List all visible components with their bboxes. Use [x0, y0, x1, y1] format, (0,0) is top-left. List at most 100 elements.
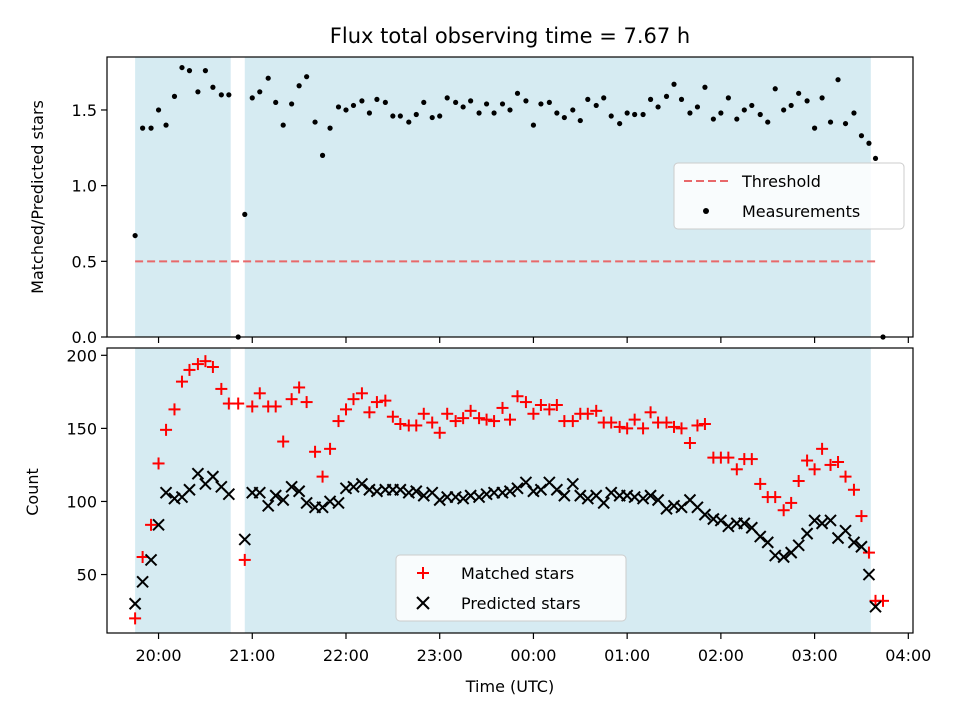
matched-star-point — [644, 406, 657, 419]
matched-star-point — [754, 477, 767, 490]
matched-star-point — [504, 413, 516, 426]
legend-matched-swatch — [417, 567, 429, 579]
matched-star-point — [277, 435, 290, 448]
predicted-star-point — [511, 482, 524, 495]
predicted-star-point — [738, 517, 751, 530]
matched-star-point — [777, 504, 790, 517]
matched-star-point — [300, 396, 313, 409]
matched-star-point — [637, 422, 650, 435]
measurement-point — [359, 98, 365, 104]
measurement-point — [468, 98, 474, 104]
matched-star-point — [347, 393, 360, 406]
predicted-star-point — [136, 575, 149, 589]
measurement-point — [350, 102, 357, 109]
matched-star-point — [550, 399, 563, 411]
count-legend-box — [395, 554, 627, 622]
measurement-point — [655, 104, 661, 110]
matched-star-point — [183, 363, 196, 376]
matched-star-point — [824, 458, 837, 471]
measurement-point — [335, 104, 342, 110]
matched-star-point — [316, 470, 329, 483]
measurement-point — [796, 90, 802, 96]
predicted-star-point — [792, 539, 805, 552]
measurement-point — [429, 114, 435, 121]
matched-star-point — [417, 407, 430, 420]
predicted-star-point — [128, 597, 142, 610]
measurement-point — [186, 68, 193, 74]
measurement-point — [858, 133, 865, 139]
measurement-point — [624, 110, 630, 116]
predicted-star-point — [558, 489, 571, 502]
measurement-point — [444, 95, 450, 101]
measurement-point — [460, 104, 466, 110]
matched-star-point — [253, 387, 266, 400]
predicted-star-point — [644, 489, 657, 502]
predicted-star-point — [581, 492, 594, 505]
x-tick-label: 00:00 — [510, 646, 556, 665]
legend-measurement-swatch — [703, 208, 709, 214]
measurement-point — [163, 122, 169, 128]
measurement-point — [242, 211, 248, 218]
measurement-point — [491, 110, 497, 116]
predicted-star-point — [269, 489, 282, 502]
y-tick-label: 0.5 — [72, 252, 97, 271]
count-panel: 50 100 150 200 20:00 21:00 22:00 23:00 00:00 01:… — [23, 346, 931, 665]
measurement-point — [671, 81, 677, 87]
matched-star-point — [480, 413, 493, 426]
matched-star-point — [269, 400, 282, 413]
measurement-point — [702, 84, 708, 90]
measurement-point — [788, 102, 794, 109]
measurement-point — [757, 111, 763, 118]
matched-star-point — [464, 404, 477, 417]
matched-star-point — [816, 442, 829, 455]
matched-star-point — [129, 612, 142, 625]
predicted-star-point — [159, 486, 173, 499]
predicted-star-point — [206, 470, 220, 483]
matched-star-point — [191, 358, 204, 371]
x-tick-label: 02:00 — [698, 646, 744, 665]
matched-star-point — [660, 416, 673, 429]
count-legend: Matched stars Predicted stars — [395, 554, 627, 622]
predicted-star-point — [722, 520, 735, 533]
measurement-point — [319, 152, 326, 158]
matched-star-point — [496, 401, 509, 414]
legend-matched-label: Matched stars — [461, 564, 574, 583]
matched-star-point — [511, 390, 524, 403]
measurement-point — [554, 110, 560, 116]
predicted-star-point — [862, 568, 876, 581]
predicted-star-point — [824, 514, 837, 527]
matched-star-point — [847, 483, 860, 496]
y-tick-label: 200 — [66, 346, 97, 365]
matched-star-point — [855, 510, 868, 523]
legend-predicted-label: Predicted stars — [461, 594, 581, 613]
measurement-point — [155, 107, 162, 113]
measurement-point — [647, 96, 654, 102]
measurement-point — [499, 101, 506, 107]
matched-star-point — [433, 426, 446, 439]
matched-star-point — [441, 407, 454, 420]
matched-star-point — [136, 551, 149, 563]
measurement-point — [483, 101, 490, 107]
y-tick-label: 100 — [66, 492, 97, 511]
measurement-points — [132, 64, 886, 340]
measurement-point — [749, 102, 755, 109]
matched-star-point — [206, 361, 219, 373]
measurement-point — [304, 74, 310, 80]
predicted-star-point — [855, 540, 868, 553]
measurement-point — [397, 113, 403, 119]
y-tick-label: 50 — [77, 566, 97, 585]
measurement-point — [608, 113, 614, 119]
ratio-panel: 0.0 0.5 1.0 1.5 Matched/Predicted stars Thr… — [28, 56, 914, 347]
y-tick-label: 0.0 — [72, 328, 97, 347]
matched-star-point — [543, 403, 556, 416]
matched-star-point — [449, 415, 462, 428]
matched-star-point — [363, 406, 376, 419]
matched-star-point — [590, 404, 603, 417]
measurement-point — [289, 101, 295, 107]
predicted-star-point — [761, 536, 774, 549]
measurement-point — [140, 125, 146, 131]
measurement-point — [514, 90, 521, 96]
matched-star-point — [309, 445, 322, 458]
measurement-point — [725, 95, 731, 101]
